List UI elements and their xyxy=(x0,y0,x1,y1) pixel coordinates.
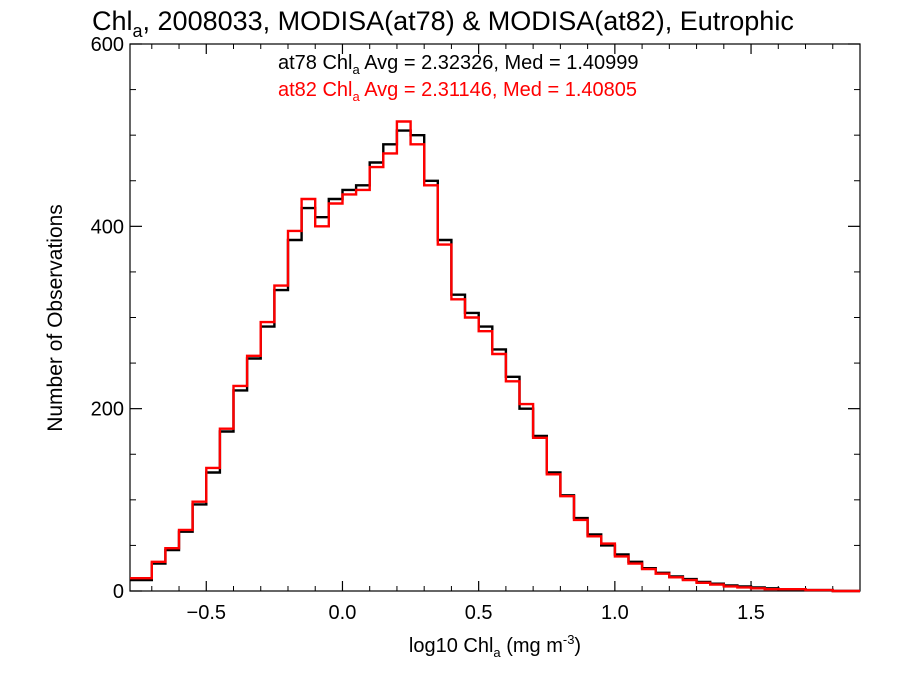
title-prefix: Chl xyxy=(92,6,133,36)
xlabel-prefix: log10 Chl xyxy=(409,635,494,657)
annotation-at82-rest: Avg = 2.31146, Med = 1.40805 xyxy=(360,79,637,101)
plot-frame xyxy=(129,43,861,592)
x-tick-label: 0.0 xyxy=(329,602,357,624)
title-subscript: a xyxy=(133,21,144,41)
x-tick-label: 1.5 xyxy=(737,602,765,624)
xlabel-close: ) xyxy=(574,635,581,657)
annotation-at82: at82 Chla Avg = 2.31146, Med = 1.40805 xyxy=(278,79,637,104)
annotation-at78: at78 Chla Avg = 2.32326, Med = 1.40999 xyxy=(278,52,638,77)
y-tick-label: 400 xyxy=(91,216,124,238)
y-tick-label: 200 xyxy=(91,399,124,421)
series-layer xyxy=(130,120,860,593)
y-tick-label: 0 xyxy=(113,581,124,603)
series-line-at82 xyxy=(130,120,860,593)
xlabel-sup: -3 xyxy=(563,632,575,647)
x-axis-label: log10 Chla (mg m-3) xyxy=(409,632,581,660)
annotation-at78-prefix: at78 Chl xyxy=(278,52,353,74)
chart-title: Chla, 2008033, MODISA(at78) & MODISA(at8… xyxy=(92,6,794,41)
annotation-at78-rest: Avg = 2.32326, Med = 1.40999 xyxy=(360,52,639,74)
annotation-at82-sub: a xyxy=(353,89,361,104)
xlabel-sub: a xyxy=(493,645,501,660)
title-rest: , 2008033, MODISA(at78) & MODISA(at82), … xyxy=(143,6,794,36)
y-tick-label: 600 xyxy=(91,34,124,56)
annotation-at82-prefix: at82 Chl xyxy=(278,79,353,101)
xlabel-units: (mg m xyxy=(501,635,563,657)
y-axis-label: Number of Observations xyxy=(44,204,67,432)
x-tick-label: 0.5 xyxy=(465,602,493,624)
x-tick-label: −0.5 xyxy=(187,602,226,624)
annotation-at78-sub: a xyxy=(353,62,361,77)
x-tick-label: 1.0 xyxy=(601,602,629,624)
axis-ticks: −0.5 0.0 0.5 1.0 1.5 0 200 400 600 xyxy=(91,34,860,624)
series-line-at78 xyxy=(130,129,860,593)
